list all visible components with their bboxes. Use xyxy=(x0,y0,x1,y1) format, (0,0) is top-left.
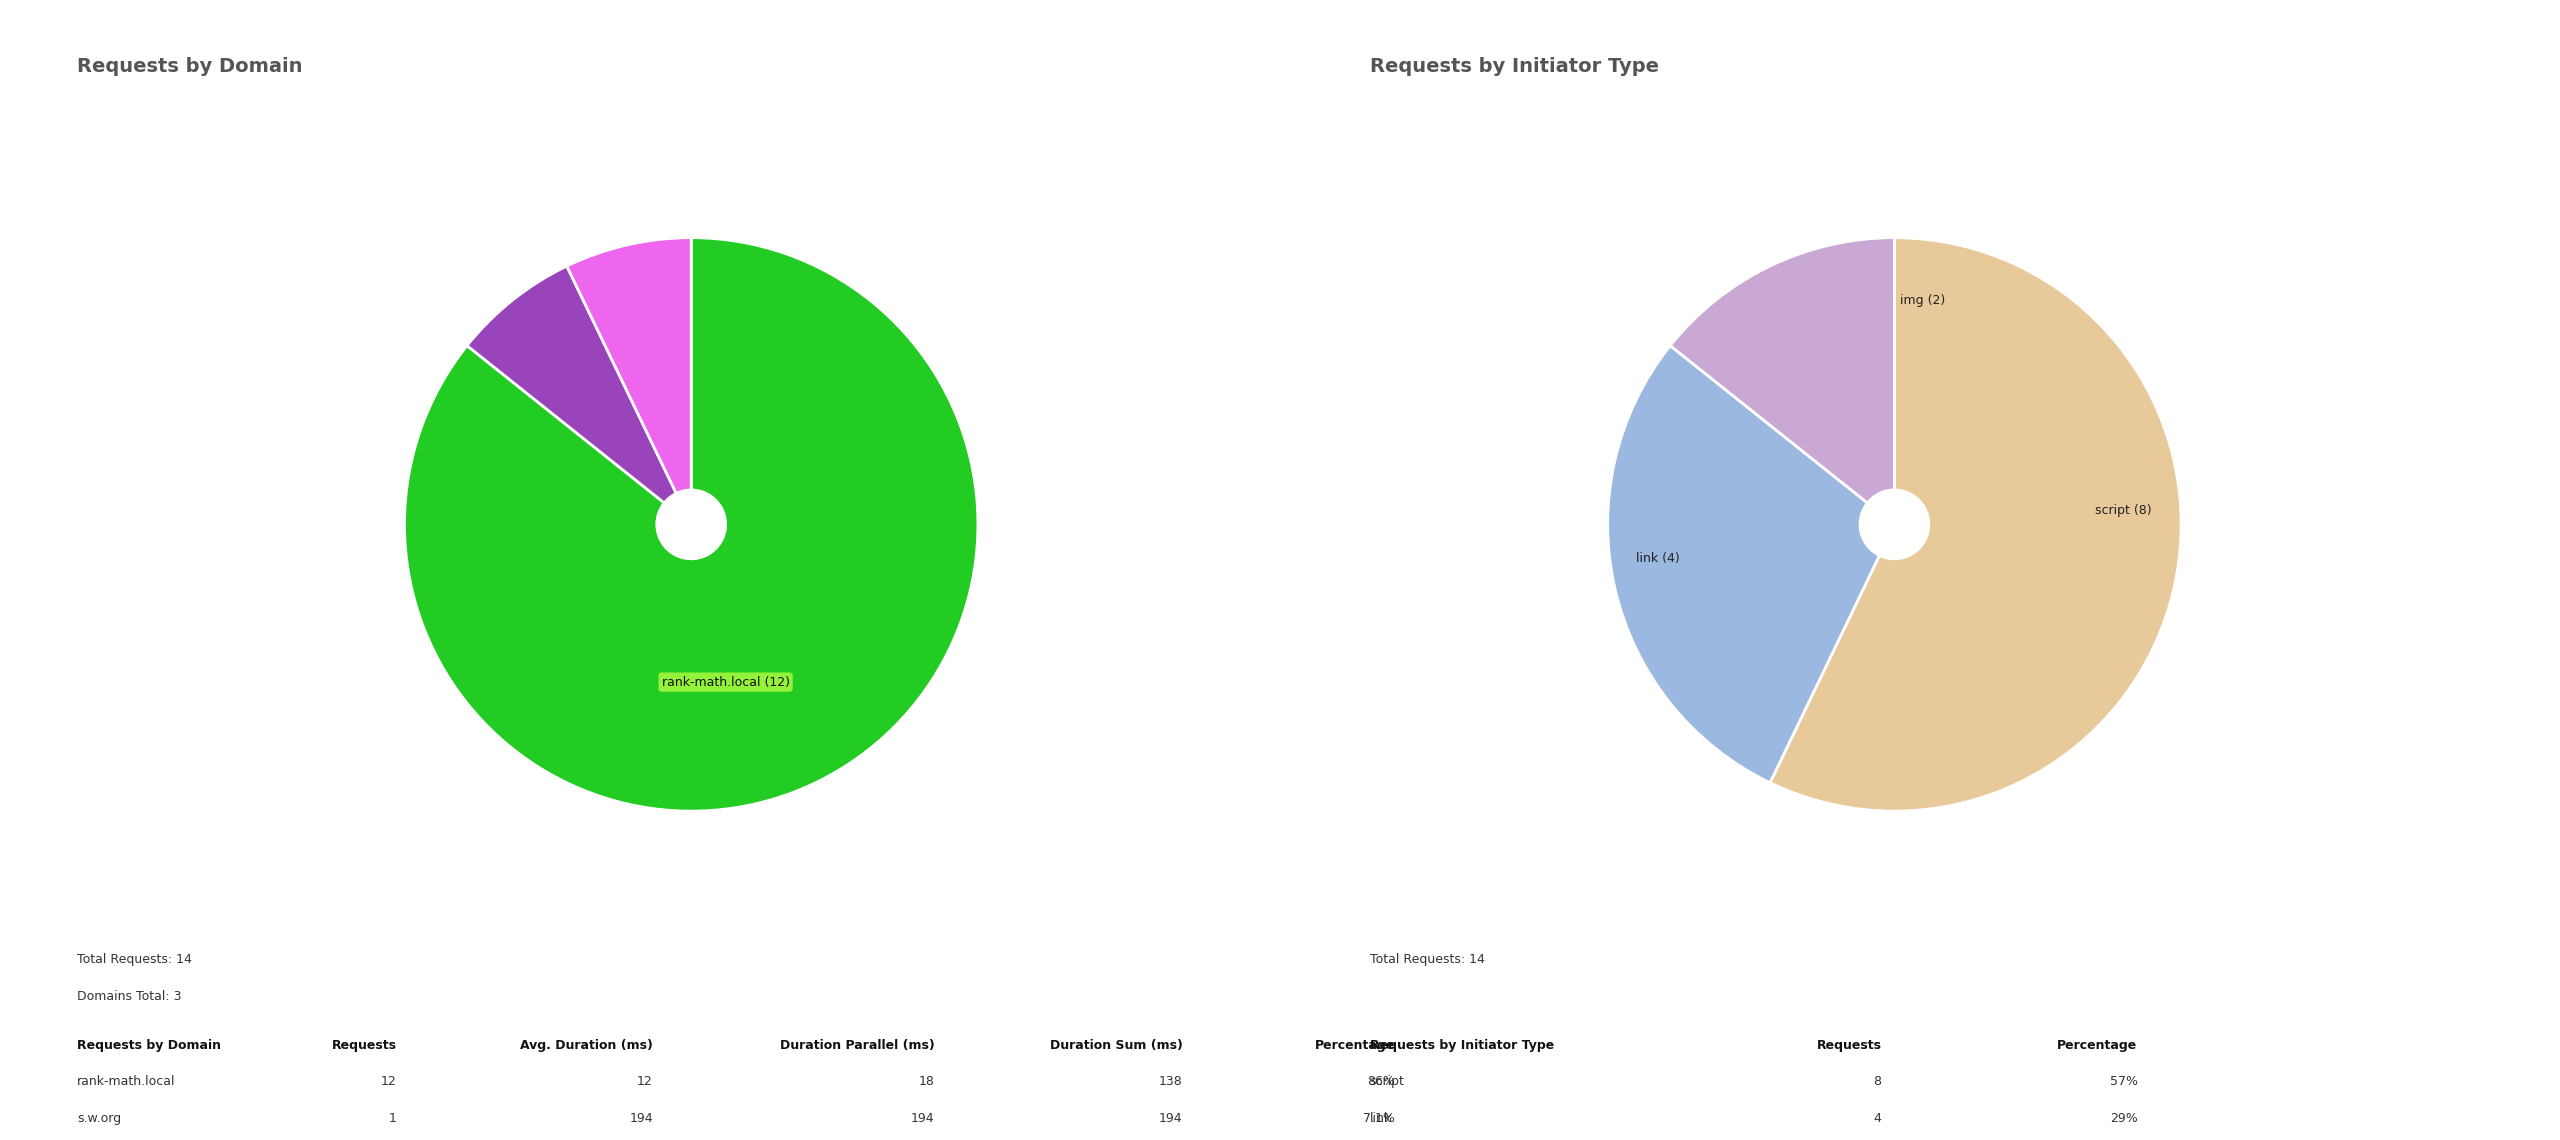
Wedge shape xyxy=(466,266,676,503)
Circle shape xyxy=(1861,490,1928,559)
Text: rank-math.local: rank-math.local xyxy=(77,1075,174,1089)
Text: script: script xyxy=(1370,1075,1405,1089)
Text: 29%: 29% xyxy=(2109,1112,2138,1125)
Wedge shape xyxy=(566,237,691,494)
Text: Requests: Requests xyxy=(1818,1039,1882,1052)
Text: 86%: 86% xyxy=(1367,1075,1395,1089)
Text: 1: 1 xyxy=(389,1112,397,1125)
Text: Avg. Duration (ms): Avg. Duration (ms) xyxy=(520,1039,653,1052)
Text: Total Requests: 14: Total Requests: 14 xyxy=(1370,953,1485,967)
Text: script (8): script (8) xyxy=(2094,504,2153,516)
Text: 194: 194 xyxy=(630,1112,653,1125)
Text: img (2): img (2) xyxy=(1900,294,1946,308)
Wedge shape xyxy=(404,237,978,812)
Text: Requests: Requests xyxy=(333,1039,397,1052)
Wedge shape xyxy=(1769,237,2181,812)
Text: 12: 12 xyxy=(637,1075,653,1089)
Text: 138: 138 xyxy=(1160,1075,1183,1089)
Text: Percentage: Percentage xyxy=(2058,1039,2138,1052)
Text: Total Requests: 14: Total Requests: 14 xyxy=(77,953,192,967)
Text: link (4): link (4) xyxy=(1636,552,1679,565)
Text: Domains Total: 3: Domains Total: 3 xyxy=(77,990,182,1003)
Text: 12: 12 xyxy=(381,1075,397,1089)
Text: 8: 8 xyxy=(1874,1075,1882,1089)
Text: 4: 4 xyxy=(1874,1112,1882,1125)
Text: Percentage: Percentage xyxy=(1316,1039,1395,1052)
Text: Duration Parallel (ms): Duration Parallel (ms) xyxy=(781,1039,934,1052)
Text: Requests by Initiator Type: Requests by Initiator Type xyxy=(1370,1039,1554,1052)
Text: Requests by Domain: Requests by Domain xyxy=(77,57,302,76)
Text: 18: 18 xyxy=(919,1075,934,1089)
Circle shape xyxy=(658,490,724,559)
Text: rank-math.local (12): rank-math.local (12) xyxy=(660,676,788,689)
Text: link: link xyxy=(1370,1112,1393,1125)
Text: 194: 194 xyxy=(1160,1112,1183,1125)
Text: Duration Sum (ms): Duration Sum (ms) xyxy=(1050,1039,1183,1052)
Text: 194: 194 xyxy=(911,1112,934,1125)
Wedge shape xyxy=(1669,237,1894,503)
Text: Requests by Initiator Type: Requests by Initiator Type xyxy=(1370,57,1659,76)
Text: Requests by Domain: Requests by Domain xyxy=(77,1039,220,1052)
Text: 57%: 57% xyxy=(2109,1075,2138,1089)
Wedge shape xyxy=(1608,345,1879,783)
Text: 7.1%: 7.1% xyxy=(1364,1112,1395,1125)
Text: s.w.org: s.w.org xyxy=(77,1112,120,1125)
